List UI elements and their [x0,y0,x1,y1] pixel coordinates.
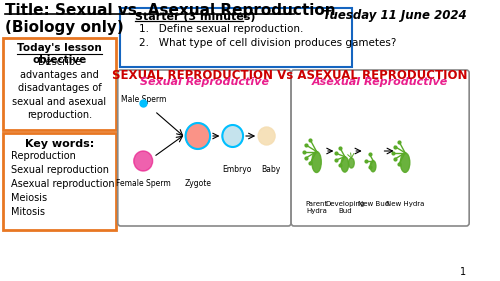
Text: Today's lesson
objective: Today's lesson objective [17,43,102,65]
FancyBboxPatch shape [3,133,116,230]
Text: SEXUAL REPRODUCTION Vs ASEXUAL REPRODUCTION: SEXUAL REPRODUCTION Vs ASEXUAL REPRODUCT… [112,69,468,82]
Text: New Bud: New Bud [358,201,388,207]
Ellipse shape [348,158,354,168]
Text: Asexual Reproductive: Asexual Reproductive [312,77,448,87]
Text: Female Sperm: Female Sperm [116,179,170,188]
Circle shape [258,127,275,145]
FancyBboxPatch shape [3,38,116,130]
Text: New Hydra: New Hydra [386,201,424,207]
Text: Title: Sexual vs. Asexual Reproduction: Title: Sexual vs. Asexual Reproduction [4,3,336,18]
Text: Tuesday 11 June 2024: Tuesday 11 June 2024 [322,9,466,22]
FancyBboxPatch shape [120,8,352,67]
Text: 1: 1 [460,267,466,277]
FancyBboxPatch shape [291,70,469,226]
Ellipse shape [370,161,376,172]
Text: Reproduction
Sexual reproduction
Asexual reproduction
Meiosis
Mitosis: Reproduction Sexual reproduction Asexual… [12,151,115,217]
Circle shape [134,151,152,171]
Ellipse shape [341,157,348,172]
Ellipse shape [312,151,322,173]
Text: (Biology only): (Biology only) [4,20,124,35]
Circle shape [222,125,243,147]
Text: Male Sperm: Male Sperm [120,95,166,104]
Ellipse shape [400,153,410,173]
Text: Parent
Hydra: Parent Hydra [306,201,328,214]
Text: Starter (3 minutes): Starter (3 minutes) [134,12,255,22]
Text: Sexual Reproductive: Sexual Reproductive [140,77,269,87]
Text: 2.   What type of cell division produces gametes?: 2. What type of cell division produces g… [140,38,397,48]
Text: Embryo: Embryo [222,165,252,174]
Circle shape [186,123,210,149]
Text: 1.   Define sexual reproduction.: 1. Define sexual reproduction. [140,24,304,34]
Text: Developing
Bud: Developing Bud [325,201,364,214]
Text: Describe
advantages and
disadvantages of
sexual and asexual
reproduction.: Describe advantages and disadvantages of… [12,57,106,120]
Text: Key words:: Key words: [24,139,94,149]
FancyBboxPatch shape [118,70,291,226]
Text: Baby: Baby [261,165,280,174]
Text: Zygote: Zygote [184,179,212,188]
